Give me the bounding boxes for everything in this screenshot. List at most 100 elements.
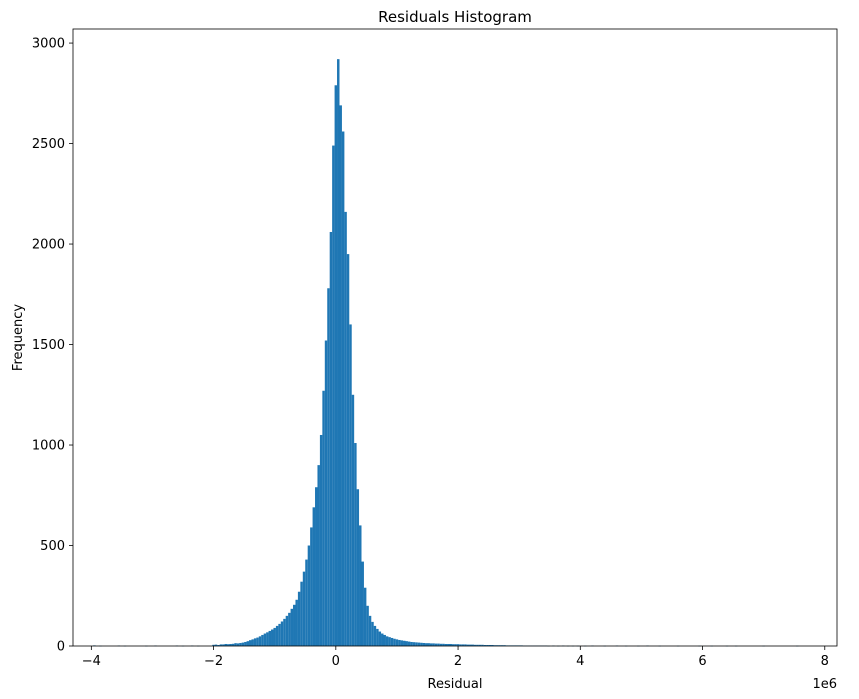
histogram-bar bbox=[429, 643, 433, 646]
histogram-bar bbox=[324, 340, 328, 646]
histogram-bar bbox=[300, 581, 303, 646]
histogram-bar bbox=[407, 641, 411, 646]
histogram-bar bbox=[312, 507, 316, 646]
histogram-bar bbox=[422, 642, 426, 646]
histogram-bar bbox=[337, 59, 340, 646]
histogram-bar bbox=[381, 633, 384, 646]
histogram-bar bbox=[297, 591, 301, 646]
histogram-bar bbox=[425, 643, 428, 646]
histogram-bar bbox=[491, 644, 494, 646]
histogram-bar bbox=[302, 571, 306, 646]
y-tick-label: 3000 bbox=[32, 37, 65, 52]
histogram-bar bbox=[271, 629, 274, 646]
histogram-bar bbox=[361, 561, 364, 646]
plot-frame bbox=[72, 28, 838, 647]
histogram-bar bbox=[432, 643, 435, 646]
histogram-bar bbox=[244, 641, 247, 646]
histogram-bar bbox=[398, 639, 401, 646]
histogram-bar bbox=[344, 211, 347, 646]
histogram-bar bbox=[437, 643, 440, 646]
histogram-bar bbox=[376, 628, 379, 646]
histogram-bar bbox=[393, 638, 396, 646]
y-tick-label: 0 bbox=[57, 640, 65, 655]
histogram-bar bbox=[478, 644, 482, 646]
histogram-bar bbox=[295, 599, 298, 646]
histogram-bar bbox=[339, 105, 342, 646]
x-tick-label: 6 bbox=[698, 654, 706, 669]
histogram-bar bbox=[261, 634, 264, 646]
histogram-bar bbox=[283, 618, 286, 646]
plot-background bbox=[73, 29, 837, 646]
histogram-bar bbox=[400, 640, 404, 646]
histogram-bar bbox=[451, 644, 455, 646]
histogram-bar bbox=[385, 636, 389, 646]
histogram-bar bbox=[332, 145, 335, 646]
histogram-bar bbox=[266, 632, 269, 646]
histogram-bar bbox=[307, 545, 311, 646]
histogram-bar bbox=[500, 645, 504, 646]
histogram-bar bbox=[258, 636, 262, 646]
histogram-bar bbox=[319, 434, 323, 646]
histogram-bar bbox=[334, 85, 338, 646]
histogram-bar bbox=[503, 645, 506, 646]
histogram-bar bbox=[366, 605, 369, 646]
x-tick-label: −2 bbox=[204, 654, 223, 669]
histogram-bar bbox=[305, 559, 308, 646]
histogram-bar bbox=[476, 644, 479, 646]
histogram-bar bbox=[371, 621, 374, 646]
histogram-bar bbox=[359, 525, 362, 646]
histogram-bar bbox=[363, 587, 367, 646]
histogram-bar bbox=[229, 643, 232, 646]
x-tick-label: 0 bbox=[332, 654, 340, 669]
histogram-bar bbox=[285, 615, 289, 646]
histogram-bar bbox=[327, 288, 330, 646]
histogram-bar bbox=[217, 644, 220, 646]
histogram-bar bbox=[417, 642, 421, 646]
histogram-bar bbox=[219, 644, 223, 646]
histogram-bar bbox=[481, 644, 484, 646]
histogram-bar bbox=[427, 643, 430, 646]
histogram-bar bbox=[293, 604, 296, 646]
histogram-bar bbox=[434, 643, 438, 646]
histogram-bar bbox=[278, 623, 281, 646]
histogram-bar bbox=[246, 641, 250, 646]
histogram-bar bbox=[322, 390, 325, 646]
histogram-bar bbox=[227, 644, 230, 646]
histogram-bar bbox=[493, 645, 496, 646]
histogram-bar bbox=[275, 625, 279, 646]
histogram-bar bbox=[395, 639, 399, 646]
histogram-bar bbox=[403, 640, 406, 646]
histogram-bar bbox=[486, 644, 489, 646]
histogram-bar bbox=[471, 644, 474, 646]
histogram-bar bbox=[459, 644, 462, 646]
histogram-bar bbox=[241, 642, 245, 646]
histogram-bar bbox=[236, 643, 240, 646]
histogram-bar bbox=[483, 644, 487, 646]
x-tick-label: 2 bbox=[454, 654, 462, 669]
histogram-bar bbox=[390, 637, 394, 646]
x-tick-label: 4 bbox=[576, 654, 584, 669]
histogram-bar bbox=[356, 489, 360, 646]
histogram-bar bbox=[410, 641, 413, 646]
x-axis-offset-label: 1e6 bbox=[812, 677, 837, 692]
histogram-bar bbox=[373, 625, 377, 646]
histogram-bar bbox=[444, 643, 448, 646]
histogram-bar bbox=[317, 465, 320, 646]
histogram-bar bbox=[251, 639, 254, 646]
histogram-bar bbox=[349, 324, 352, 646]
x-axis: −4 −2 0 2 4 6 8 bbox=[82, 646, 829, 669]
histogram-bar bbox=[439, 643, 443, 646]
histogram-bar bbox=[280, 621, 284, 646]
histogram-bar bbox=[449, 643, 452, 646]
histogram-bar bbox=[288, 612, 291, 646]
histogram-bar bbox=[239, 642, 242, 646]
histogram-bar bbox=[268, 630, 272, 646]
y-axis-label: Frequency bbox=[11, 304, 26, 371]
x-axis-label: Residual bbox=[428, 677, 483, 692]
histogram-bar bbox=[461, 644, 465, 646]
histogram-bar bbox=[420, 642, 423, 646]
y-tick-label: 1000 bbox=[32, 439, 65, 454]
histogram-bar bbox=[469, 644, 472, 646]
histogram-bar bbox=[346, 254, 350, 646]
